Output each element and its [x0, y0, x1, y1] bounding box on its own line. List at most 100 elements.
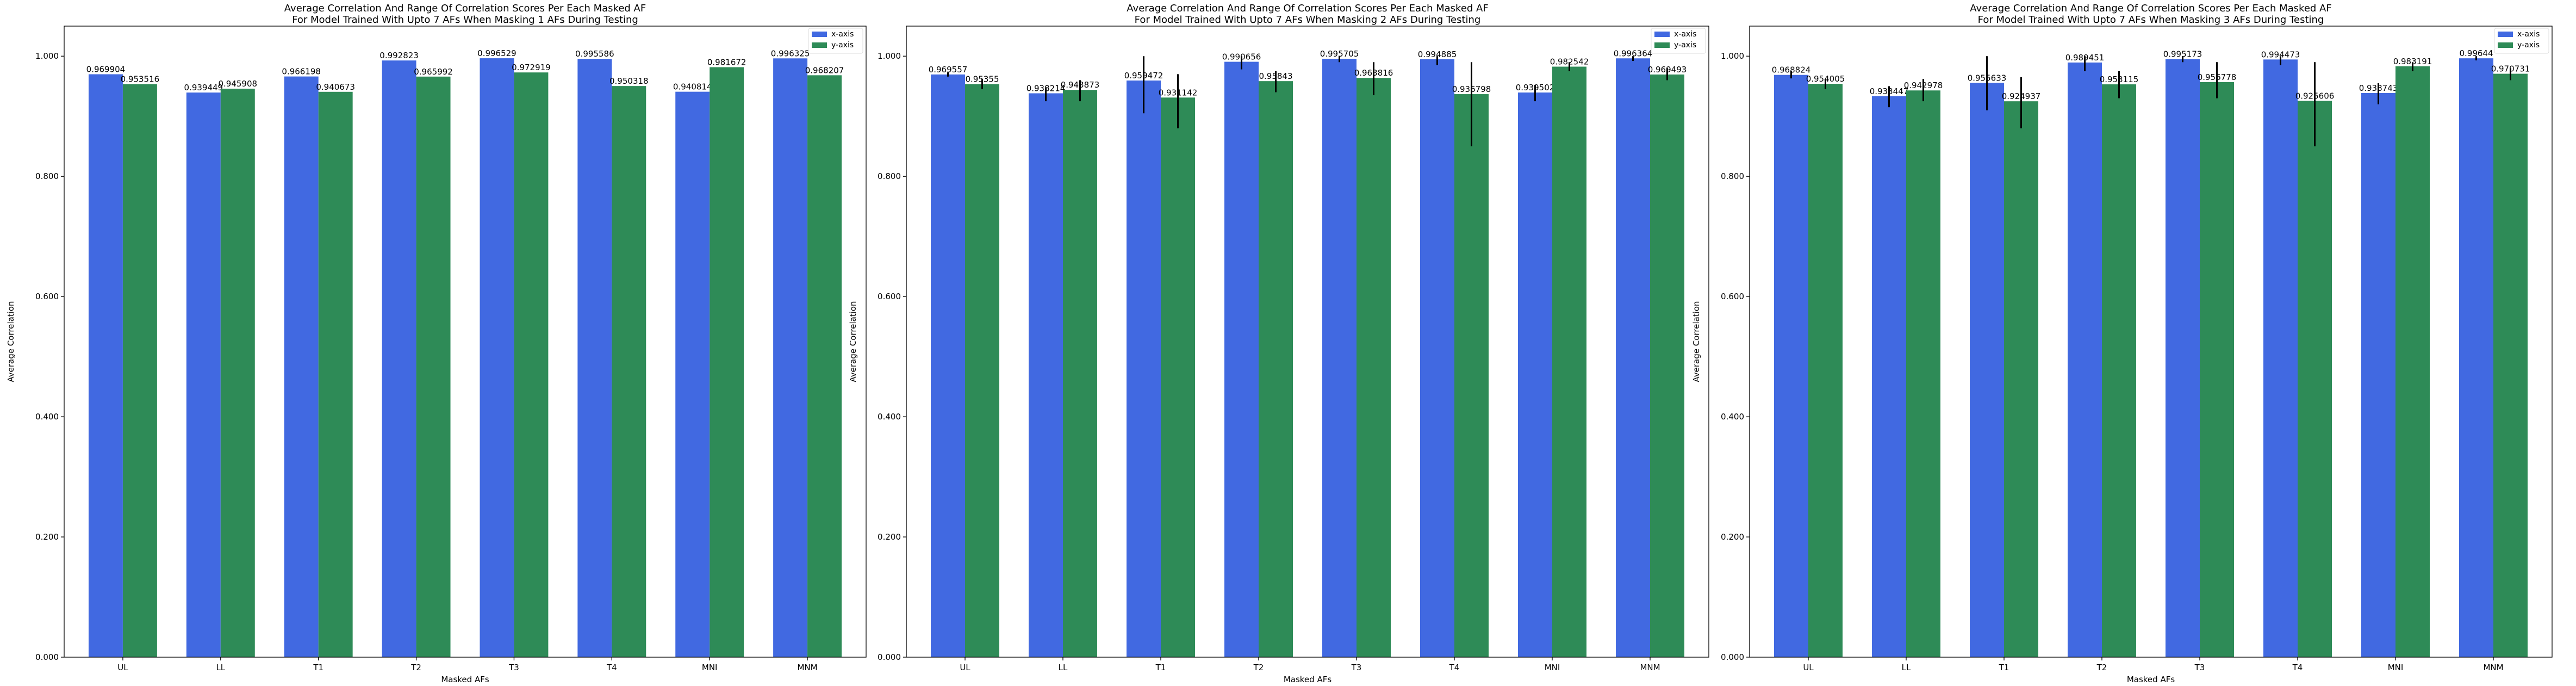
data-label: 0.995173	[2163, 50, 2202, 59]
bar-y-axis-UL	[122, 84, 157, 658]
bar-y-axis-T1	[2004, 101, 2038, 657]
bar-y-axis-T2	[1259, 81, 1293, 657]
data-label: 0.995586	[575, 49, 614, 59]
data-label: 0.983191	[2393, 57, 2432, 66]
x-tick-label: T3	[508, 663, 519, 672]
x-tick-label: MNM	[798, 663, 818, 672]
y-tick-label: 0.200	[1721, 532, 1744, 542]
data-label: 0.969557	[929, 65, 968, 75]
bar-x-axis-LL	[1029, 93, 1063, 657]
chart-title: Average Correlation And Range Of Correla…	[1127, 3, 1488, 14]
x-tick-label: LL	[216, 663, 225, 672]
data-label: 0.924937	[2002, 91, 2041, 101]
data-label: 0.931142	[1159, 88, 1198, 97]
x-tick-label: T1	[1155, 663, 1166, 672]
data-label: 0.994885	[1418, 50, 1457, 59]
data-label: 0.968207	[805, 65, 844, 75]
bar-y-axis-MNM	[1650, 74, 1684, 658]
legend-label: y-axis	[2517, 41, 2540, 50]
y-tick-label: 0.600	[35, 292, 59, 301]
data-label: 0.940673	[316, 82, 355, 92]
bar-y-axis-MNM	[2493, 73, 2528, 657]
bar-x-axis-T3	[2166, 59, 2200, 657]
data-label: 0.940814	[673, 82, 712, 92]
axes-frame	[64, 26, 867, 658]
bar-y-axis-T3	[514, 72, 549, 658]
bar-x-axis-T2	[1224, 61, 1259, 657]
legend-label: y-axis	[831, 41, 854, 50]
x-tick-label: LL	[1902, 663, 1911, 672]
bar-x-axis-LL	[186, 92, 221, 657]
bar-y-axis-MNI	[1552, 66, 1586, 658]
data-label: 0.965992	[414, 67, 453, 77]
legend-swatch-x-axis	[1654, 32, 1670, 37]
x-tick-label: MNI	[2388, 663, 2404, 672]
bar-x-axis-UL	[931, 74, 965, 657]
data-label: 0.943873	[1061, 80, 1100, 90]
chart-subtitle: For Model Trained With Upto 7 AFs When M…	[292, 14, 638, 26]
data-label: 0.933447	[1870, 86, 1909, 96]
data-label: 0.95355	[965, 75, 999, 84]
data-label: 0.990656	[1222, 52, 1261, 62]
y-tick-label: 0.000	[1721, 652, 1744, 662]
data-label: 0.994473	[2261, 50, 2300, 59]
data-label: 0.939502	[1516, 83, 1555, 92]
data-label: 0.995705	[1320, 49, 1359, 59]
x-tick-label: T1	[1999, 663, 2009, 672]
x-tick-label: T3	[2194, 663, 2205, 672]
bar-y-axis-T1	[1161, 97, 1195, 657]
x-tick-label: T4	[1449, 663, 1460, 672]
bar-y-axis-T2	[2102, 84, 2136, 657]
chart-title: Average Correlation And Range Of Correla…	[1970, 3, 2331, 14]
data-label: 0.99644	[2459, 48, 2493, 58]
bar-y-axis-T4	[2298, 101, 2332, 657]
data-label: 0.982542	[1550, 57, 1589, 67]
bar-x-axis-T1	[284, 76, 319, 657]
bar-x-axis-MNM	[773, 58, 808, 657]
bar-y-axis-LL	[1906, 90, 1940, 657]
y-tick-label: 0.600	[1721, 292, 1744, 301]
bar-y-axis-T3	[2200, 82, 2234, 657]
bar-y-axis-LL	[220, 88, 255, 658]
bar-x-axis-T4	[577, 59, 612, 658]
bar-y-axis-UL	[965, 84, 999, 657]
bar-y-axis-UL	[1808, 84, 1843, 657]
y-tick-label: 0.000	[878, 652, 901, 662]
bar-x-axis-T2	[382, 60, 416, 657]
data-label: 0.945908	[218, 79, 257, 89]
y-tick-label: 1.000	[1721, 51, 1744, 61]
data-label: 0.936798	[1452, 84, 1491, 94]
y-tick-label: 0.200	[35, 532, 59, 542]
x-axis-label: Masked AFs	[1284, 675, 1332, 684]
bar-x-axis-UL	[1774, 75, 1808, 657]
y-tick-label: 1.000	[35, 51, 59, 61]
y-axis-label: Average Correlation	[848, 301, 858, 382]
x-tick-label: T2	[1253, 663, 1264, 672]
bar-y-axis-T1	[318, 91, 353, 658]
axes-frame	[1749, 26, 2553, 658]
data-label: 0.959472	[1124, 71, 1163, 81]
bar-x-axis-MNI	[675, 91, 710, 658]
bar-x-axis-T1	[1970, 83, 2004, 658]
data-label: 0.963816	[1354, 68, 1393, 78]
data-label: 0.939449	[184, 83, 223, 92]
y-tick-label: 0.800	[1721, 171, 1744, 181]
x-tick-label: T2	[410, 663, 421, 672]
chart-subtitle: For Model Trained With Upto 7 AFs When M…	[1135, 14, 1481, 26]
x-tick-label: T3	[1351, 663, 1362, 672]
legend-swatch-y-axis	[1654, 42, 1670, 48]
y-tick-label: 0.400	[35, 412, 59, 422]
x-tick-label: T2	[2096, 663, 2107, 672]
data-label: 0.953516	[121, 75, 160, 84]
bar-x-axis-UL	[88, 74, 123, 657]
data-label: 0.989451	[2065, 53, 2105, 63]
legend-swatch-x-axis	[812, 32, 827, 37]
chart-3: Average Correlation And Range Of Correla…	[1691, 3, 2553, 684]
axes-frame	[906, 26, 1709, 658]
data-label: 0.950318	[609, 76, 649, 86]
chart-1: Average Correlation And Range Of Correla…	[6, 3, 867, 684]
legend-label: x-axis	[831, 30, 854, 39]
y-tick-label: 0.800	[878, 171, 901, 181]
bar-x-axis-MNI	[1518, 92, 1552, 657]
